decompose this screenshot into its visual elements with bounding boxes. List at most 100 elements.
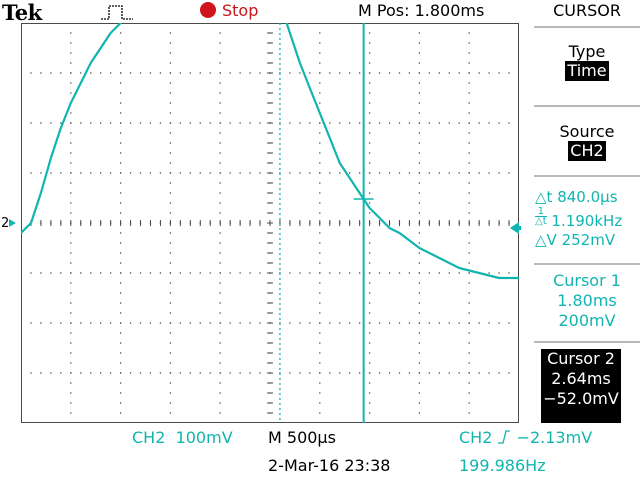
grid-dot [169, 192, 172, 194]
grid-dot [129, 122, 132, 124]
grid-dot [319, 322, 321, 324]
grid-dot [468, 242, 470, 244]
delta-t-value: 840.0µs [557, 188, 618, 206]
grid-dot [368, 202, 371, 204]
grid-dot [418, 52, 421, 54]
source-menu-button[interactable]: Source CH2 [534, 122, 640, 161]
grid-dot [169, 62, 172, 64]
grid-dot [119, 392, 122, 394]
grid-dot [159, 72, 162, 74]
grid-dot [368, 212, 371, 214]
grid-dot [368, 332, 371, 334]
grid-dot [428, 372, 431, 374]
grid-dot [319, 412, 321, 414]
grid-dot [438, 172, 440, 174]
grid-dot [40, 172, 42, 174]
grid-dot [339, 122, 341, 124]
grid-dot [70, 302, 72, 304]
grid-dot [418, 422, 421, 423]
grid-dot [418, 302, 421, 304]
grid-dot [319, 332, 321, 334]
grid-dot [129, 172, 132, 174]
grid-dot [319, 392, 321, 394]
menu-separator [534, 26, 640, 28]
date-time: 2-Mar-16 23:38 [268, 456, 391, 475]
grid-dot [418, 152, 421, 154]
grid-dot [159, 272, 162, 274]
grid-dot [418, 72, 421, 74]
grid-dot [219, 152, 221, 154]
grid-dot [468, 202, 470, 204]
grid-dot [468, 192, 470, 194]
grid-dot [70, 182, 72, 184]
grid-dot [368, 32, 371, 34]
grid-dot [70, 242, 72, 244]
grid-dot [70, 322, 72, 324]
grid-dot [169, 82, 172, 84]
grid-dot [398, 372, 401, 374]
grid-dot [109, 322, 112, 324]
grid-dot [159, 372, 162, 374]
grid-dot [219, 162, 221, 164]
grid-dot [478, 322, 480, 324]
grid-dot [119, 122, 122, 124]
grid-dot [368, 72, 371, 74]
grid-dot [109, 72, 112, 74]
type-menu-button[interactable]: Type Time [534, 42, 640, 81]
grid-dot [368, 112, 371, 114]
grid-dot [179, 272, 182, 274]
grid-dot [169, 202, 172, 204]
inv-delta-t-readout: 1 △t 1.190kHz [535, 207, 622, 231]
grid-dot [219, 262, 221, 264]
grid-dot [319, 282, 321, 284]
grid-dot [518, 172, 519, 174]
grid-dot [219, 362, 221, 364]
grid-dot [418, 172, 421, 174]
grid-dot [119, 322, 122, 324]
grid-dot [418, 262, 421, 264]
grid-dot [438, 372, 440, 374]
channel-volts-per-div: 100mV [175, 428, 233, 447]
grid-dot [478, 122, 480, 124]
grid-dot [249, 72, 251, 74]
grid-dot [418, 212, 421, 214]
grid-dot [319, 202, 321, 204]
grid-dot [70, 72, 72, 74]
inv-delta-t-value: 1.190kHz [551, 212, 623, 230]
grid-dot [30, 322, 32, 324]
grid-dot [498, 72, 500, 74]
grid-dot [199, 322, 201, 324]
grid-dot [438, 72, 440, 74]
grid-dot [189, 322, 191, 324]
grid-dot [30, 72, 32, 74]
grid-dot [319, 422, 321, 423]
grid-dot [50, 122, 52, 124]
grid-dot [50, 272, 52, 274]
grid-dot [229, 272, 231, 274]
grid-dot [219, 322, 221, 324]
grid-dot [219, 212, 221, 214]
grid-dot [239, 272, 241, 274]
grid-dot [319, 92, 321, 94]
waveform-display[interactable] [21, 23, 519, 423]
grid-dot [109, 122, 112, 124]
grid-dot [90, 72, 92, 74]
grid-dot [319, 272, 321, 274]
grid-dot [219, 92, 221, 94]
grid-dot [309, 172, 311, 174]
grid-dot [209, 72, 211, 74]
grid-dot [219, 52, 221, 54]
grid-dot [90, 172, 92, 174]
grid-dot [488, 322, 490, 324]
grid-dot [319, 352, 321, 354]
grid-dot [179, 72, 182, 74]
grid-dot [319, 292, 321, 294]
grid-dot [249, 272, 251, 274]
cursor2-button[interactable]: Cursor 2 2.64ms −52.0mV [541, 349, 621, 423]
grid-dot [239, 122, 241, 124]
grid-dot [30, 122, 32, 124]
cursor1-button[interactable]: Cursor 1 1.80ms 200mV [534, 271, 640, 331]
grid-dot [319, 302, 321, 304]
grid-dot [418, 342, 421, 344]
grid-dot [279, 72, 281, 74]
